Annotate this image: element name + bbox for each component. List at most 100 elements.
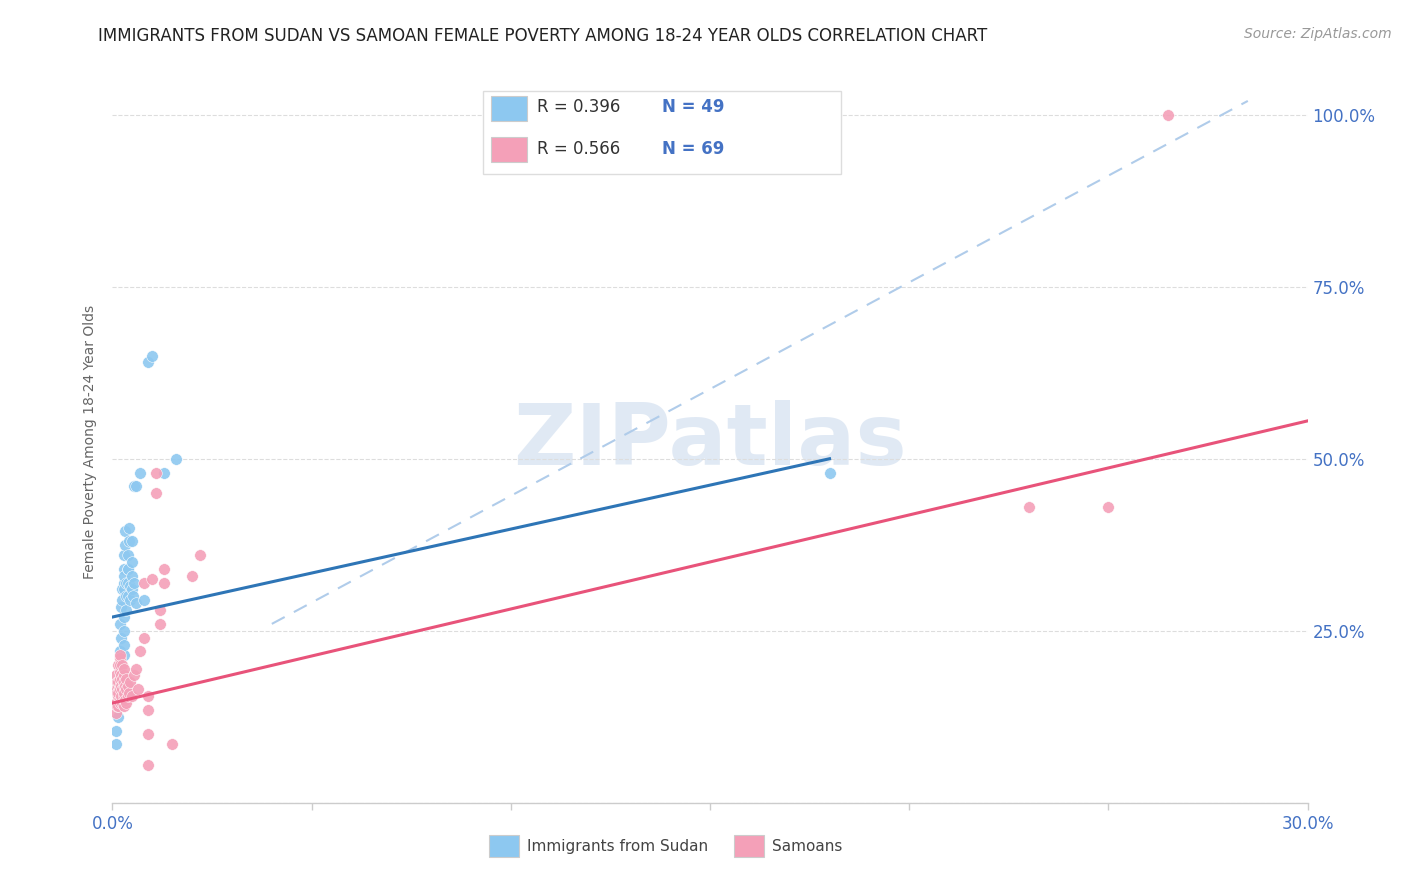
- Point: [117, 590, 139, 604]
- Point: [112, 562, 135, 576]
- Point: [138, 355, 160, 369]
- Point: [110, 658, 132, 673]
- Point: [1018, 500, 1040, 514]
- Point: [162, 737, 183, 751]
- Point: [110, 679, 132, 693]
- Point: [134, 631, 156, 645]
- Point: [117, 562, 139, 576]
- Point: [108, 679, 131, 693]
- Point: [107, 710, 129, 724]
- Point: [122, 590, 145, 604]
- Point: [134, 592, 156, 607]
- Point: [138, 727, 160, 741]
- Point: [121, 568, 143, 582]
- Point: [110, 648, 132, 662]
- Point: [107, 679, 129, 693]
- Text: ZIPatlas: ZIPatlas: [513, 400, 907, 483]
- Point: [114, 548, 135, 562]
- FancyBboxPatch shape: [734, 835, 763, 857]
- Point: [114, 648, 135, 662]
- Point: [145, 466, 167, 480]
- Point: [125, 479, 148, 493]
- Point: [111, 696, 134, 710]
- Point: [120, 592, 142, 607]
- Point: [108, 665, 131, 679]
- Point: [114, 679, 136, 693]
- Point: [121, 689, 143, 703]
- Point: [112, 575, 135, 590]
- Point: [105, 668, 128, 682]
- Point: [141, 349, 163, 363]
- Point: [105, 686, 128, 700]
- Point: [145, 486, 167, 500]
- Point: [188, 548, 211, 562]
- Point: [124, 479, 146, 493]
- Point: [115, 696, 138, 710]
- Point: [105, 737, 128, 751]
- Point: [134, 575, 156, 590]
- Point: [118, 686, 141, 700]
- Point: [121, 582, 143, 597]
- Point: [121, 555, 143, 569]
- Point: [111, 672, 134, 686]
- Point: [125, 662, 148, 676]
- Point: [818, 466, 841, 480]
- Point: [120, 675, 142, 690]
- Point: [114, 582, 135, 597]
- Point: [125, 596, 148, 610]
- Point: [111, 592, 134, 607]
- Point: [112, 689, 135, 703]
- Point: [138, 703, 160, 717]
- Point: [114, 699, 135, 714]
- Point: [114, 662, 135, 676]
- Point: [108, 651, 131, 665]
- Point: [1157, 108, 1180, 122]
- Point: [108, 658, 131, 673]
- Point: [105, 696, 128, 710]
- Point: [114, 610, 135, 624]
- Point: [114, 624, 135, 638]
- Point: [114, 686, 135, 700]
- Point: [110, 696, 132, 710]
- Text: Samoans: Samoans: [772, 838, 842, 854]
- Text: N = 69: N = 69: [662, 140, 724, 158]
- Point: [110, 689, 132, 703]
- Point: [120, 579, 142, 593]
- Point: [110, 672, 132, 686]
- Point: [110, 616, 132, 631]
- Point: [117, 548, 139, 562]
- Point: [105, 682, 128, 697]
- Point: [108, 692, 131, 706]
- Point: [118, 534, 141, 549]
- Point: [1097, 500, 1119, 514]
- Point: [115, 590, 138, 604]
- Point: [111, 582, 134, 597]
- FancyBboxPatch shape: [491, 136, 527, 162]
- Point: [141, 572, 163, 586]
- Point: [107, 658, 129, 673]
- Point: [114, 538, 136, 552]
- Point: [117, 689, 139, 703]
- Point: [110, 668, 132, 682]
- Point: [165, 451, 187, 466]
- Point: [114, 524, 136, 538]
- Point: [124, 575, 146, 590]
- Point: [112, 668, 135, 682]
- Y-axis label: Female Poverty Among 18-24 Year Olds: Female Poverty Among 18-24 Year Olds: [83, 304, 97, 579]
- Point: [112, 679, 135, 693]
- Point: [121, 534, 143, 549]
- Point: [129, 466, 152, 480]
- Point: [107, 699, 129, 714]
- Point: [110, 682, 132, 697]
- Point: [127, 682, 149, 697]
- Point: [107, 675, 129, 690]
- Point: [138, 758, 160, 772]
- FancyBboxPatch shape: [489, 835, 519, 857]
- Point: [149, 603, 172, 617]
- Text: N = 49: N = 49: [662, 98, 724, 116]
- Point: [114, 675, 135, 690]
- Point: [153, 575, 176, 590]
- FancyBboxPatch shape: [491, 96, 527, 121]
- Text: R = 0.566: R = 0.566: [537, 140, 620, 158]
- Point: [104, 706, 127, 721]
